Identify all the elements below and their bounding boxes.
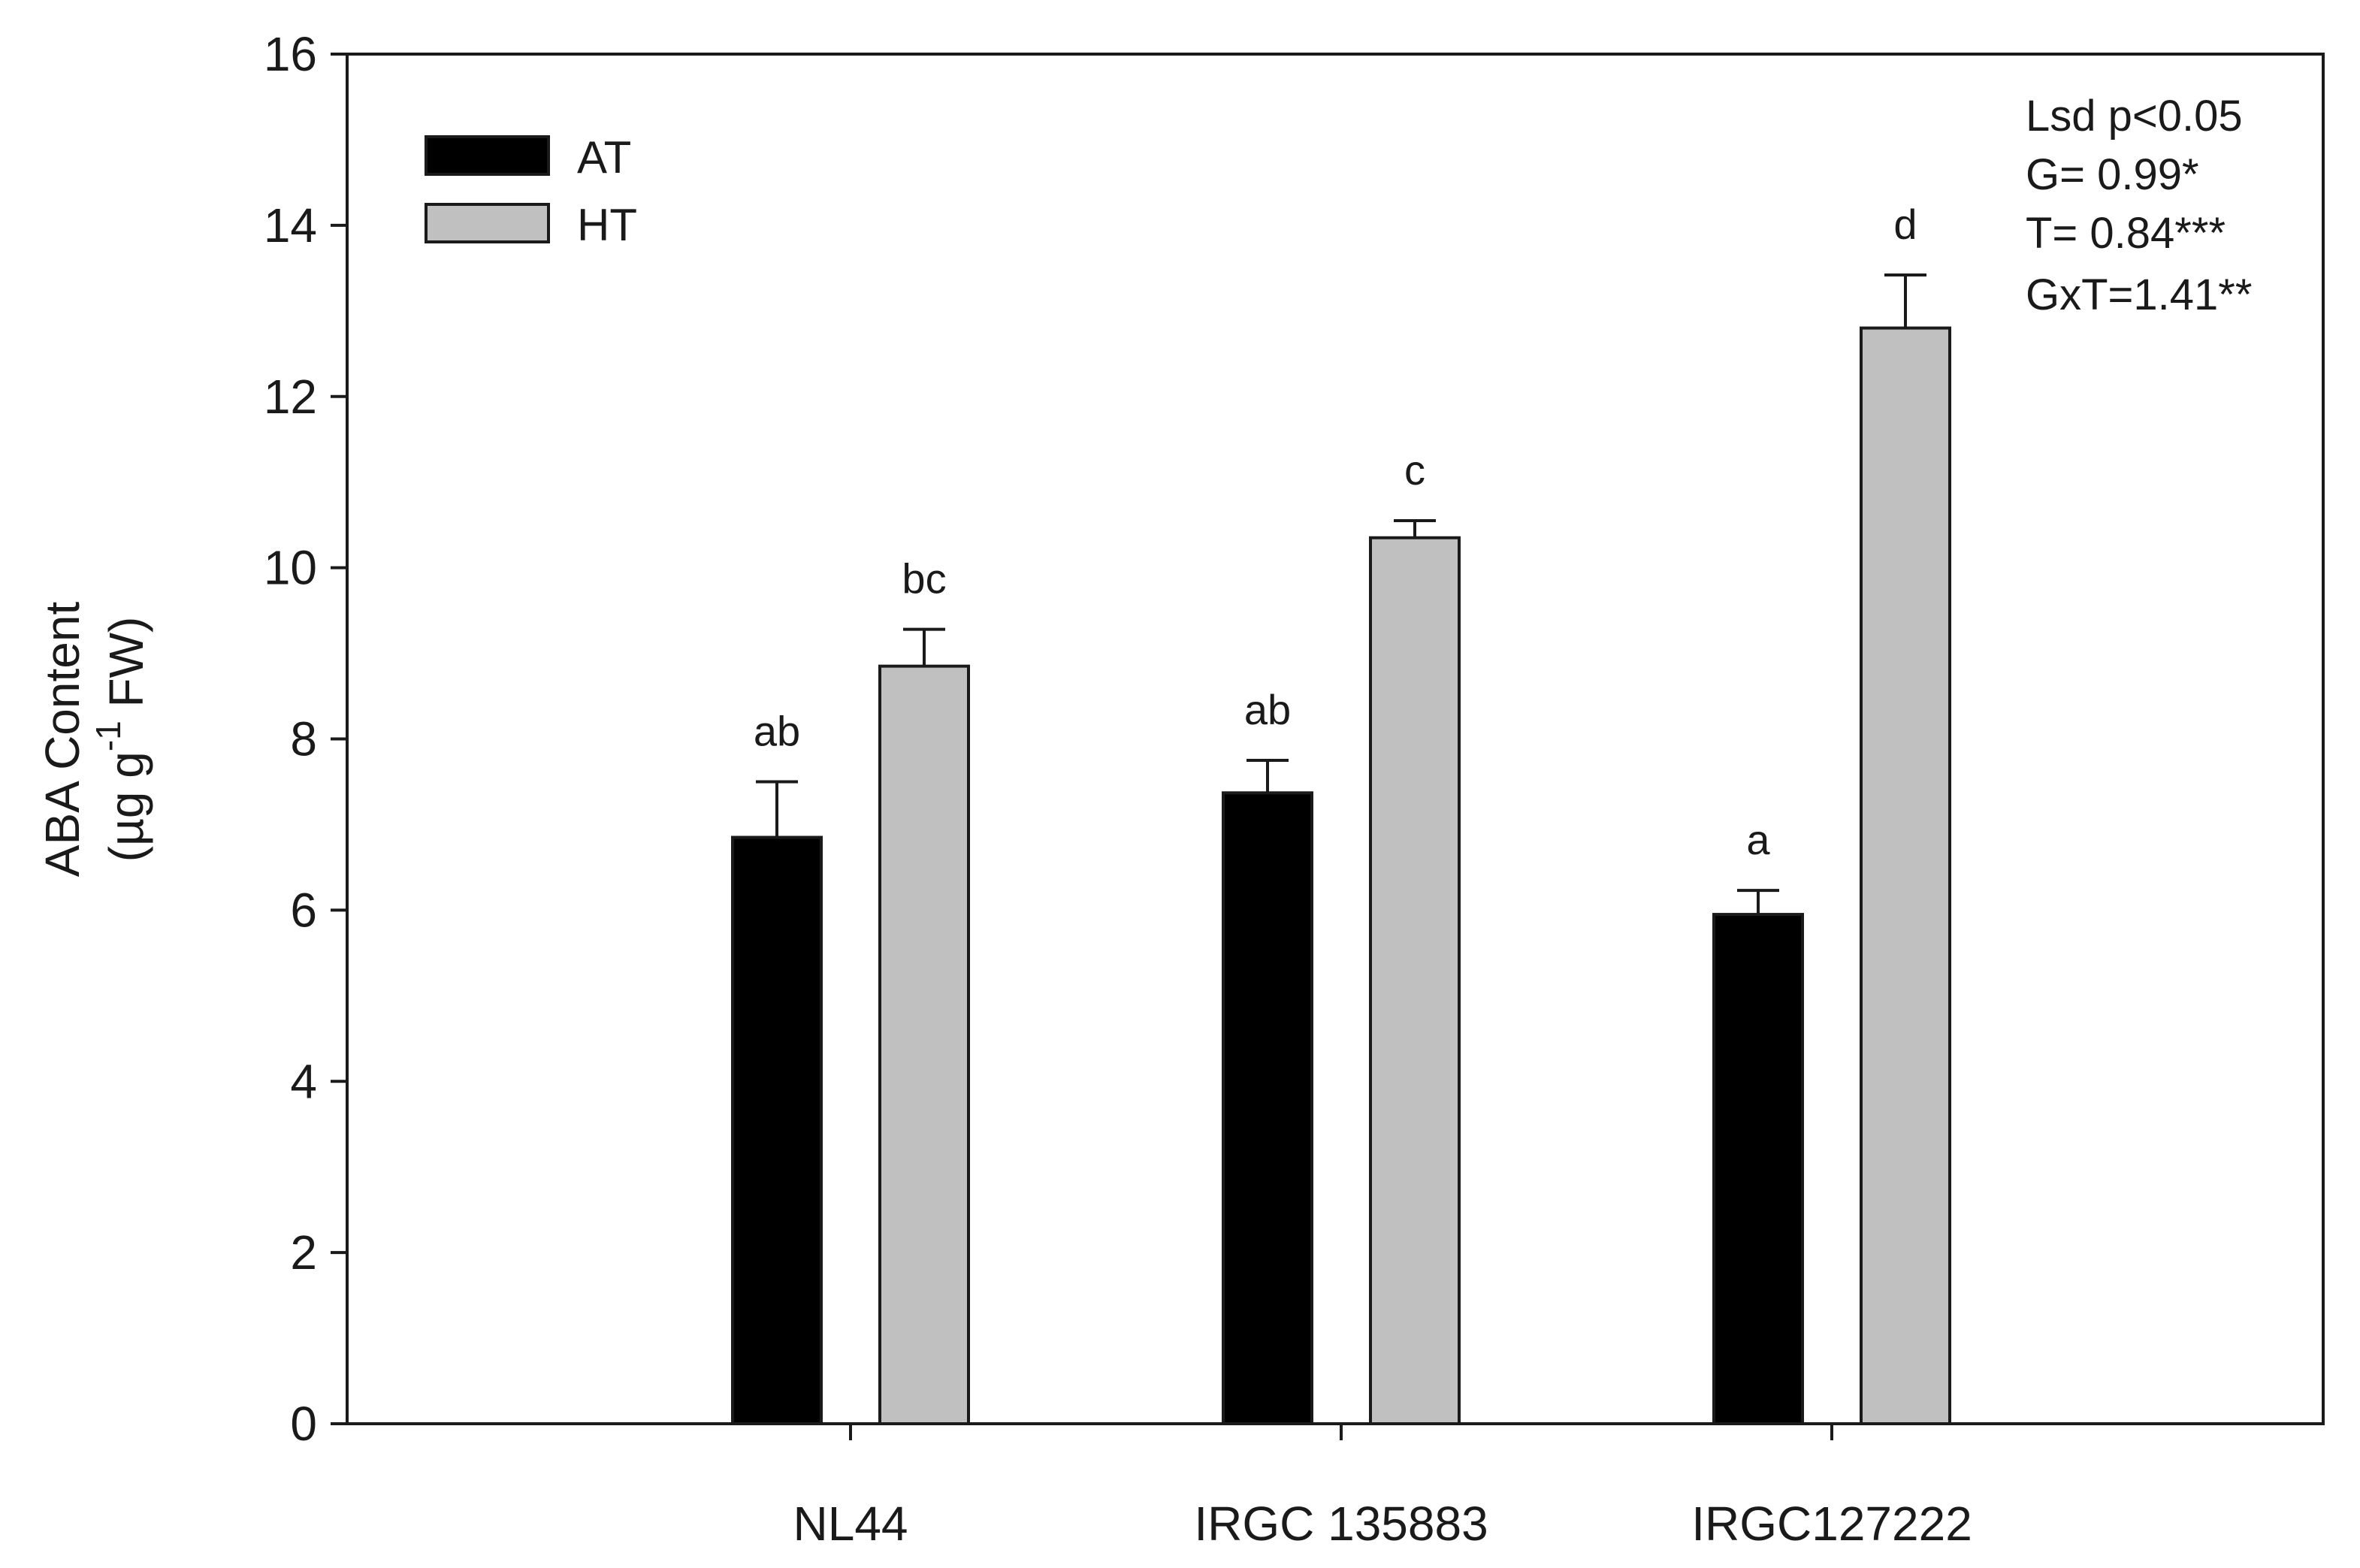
y-axis-label-superscript: -1 [89,721,128,751]
bar-at-1 [1222,791,1313,1425]
significance-label-ht-2: d [1893,201,1917,248]
bar-ht-2 [1860,326,1951,1426]
y-axis-label-suffix: FW) [99,617,153,721]
significance-label-at-0: ab [754,707,800,754]
y-tick-label-4: 4 [290,1054,317,1108]
stats-line-g: G= 0.99* [2026,150,2199,199]
y-tick-label-16: 16 [264,27,317,81]
significance-label-ht-1: c [1404,446,1425,494]
x-axis: NL44 IRGC 135883 IRGC127222 [793,1424,1972,1551]
y-tick-label-6: 6 [290,883,317,937]
y-tick-label-8: 8 [290,712,317,766]
y-tick-label-2: 2 [290,1225,317,1279]
significance-label-at-1: ab [1244,686,1291,733]
bar-at-2 [1712,913,1804,1425]
legend-label-at: AT [577,132,631,183]
bars: ab bc ab c a d [731,201,1951,1426]
x-tick-label-1: IRGC 135883 [1194,1497,1488,1551]
y-axis-label-prefix: (µg g [99,751,153,862]
plot-frame [346,53,2325,1425]
legend-swatch-ht [425,203,550,243]
bar-ht-1 [1369,536,1461,1426]
y-axis-label-line1: ABA Content [35,602,89,878]
stats-line-gxt: GxT=1.41** [2026,270,2252,319]
bar-ht-0 [878,664,970,1425]
stats-annotation: Lsd p<0.05 G= 0.99* T= 0.84*** GxT=1.41*… [2026,92,2252,319]
y-tick-label-12: 12 [264,370,317,424]
legend: AT HT [425,132,637,250]
significance-label-at-2: a [1746,816,1770,863]
stats-line-t: T= 0.84*** [2026,209,2226,258]
y-axis-label-line2: (µg g-1 FW) [89,617,153,863]
y-tick-label-10: 10 [264,541,317,595]
y-axis-label: ABA Content (µg g-1 FW) [35,602,153,878]
bar-at-0 [731,835,823,1425]
legend-label-ht: HT [577,200,637,250]
stats-line-lsd: Lsd p<0.05 [2026,92,2243,140]
x-tick-label-0: NL44 [793,1497,908,1551]
y-tick-label-0: 0 [290,1397,317,1451]
y-tick-label-14: 14 [264,198,317,252]
x-tick-label-2: IRGC127222 [1691,1497,1972,1551]
significance-label-ht-0: bc [902,555,946,603]
y-axis: 0 2 4 6 8 10 12 14 16 [264,27,347,1451]
legend-swatch-at [425,135,550,176]
